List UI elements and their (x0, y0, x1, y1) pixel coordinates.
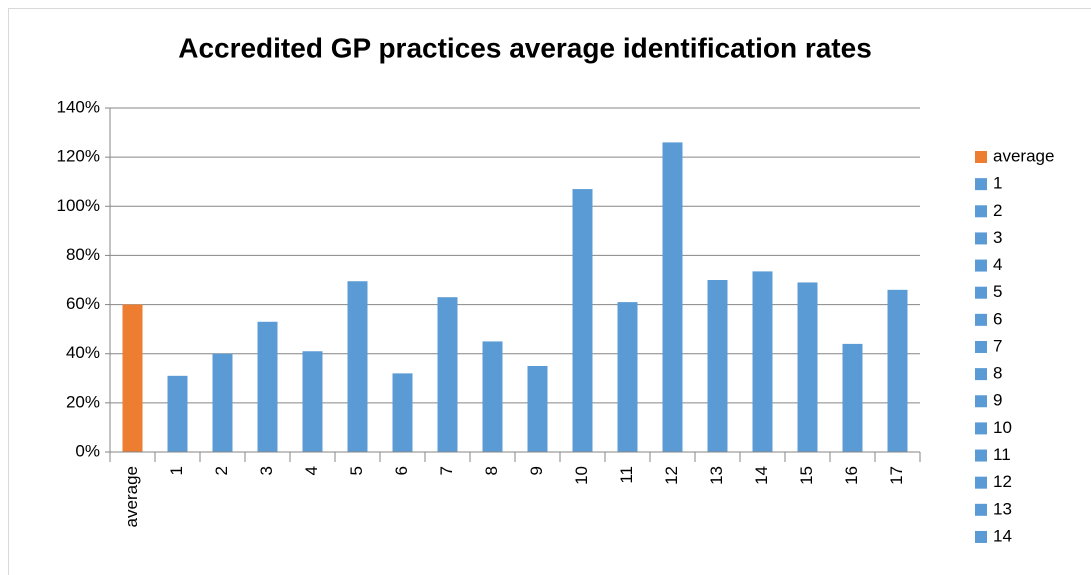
y-tick-label: 20% (66, 392, 100, 411)
bar (392, 373, 413, 452)
legend-label: 8 (993, 364, 1002, 383)
x-tick-label: 17 (887, 466, 906, 485)
bar (752, 271, 773, 452)
legend-swatch (975, 259, 987, 272)
x-tick-label: 6 (392, 466, 411, 475)
x-tick-label: 15 (797, 466, 816, 485)
x-tick-label: 7 (437, 466, 456, 475)
x-tick-label: 14 (752, 466, 771, 485)
legend-swatch (975, 205, 987, 218)
x-tick-label: 3 (257, 466, 276, 475)
x-tick-label: 1 (167, 466, 186, 475)
bar (437, 297, 458, 452)
legend-label: 9 (993, 391, 1002, 410)
x-tick-label: 9 (527, 466, 546, 475)
bar (527, 366, 548, 452)
legend-label: 13 (993, 499, 1012, 518)
legend-swatch (975, 530, 987, 543)
bar (257, 321, 278, 452)
x-tick-label: average (122, 466, 141, 527)
bar (572, 189, 593, 453)
legend-label: 4 (993, 255, 1002, 274)
bar (122, 304, 143, 452)
legend-label: 12 (993, 472, 1012, 491)
legend-swatch (975, 395, 987, 408)
legend-swatch (975, 178, 987, 191)
legend-label: 6 (993, 309, 1002, 328)
legend-label: 14 (993, 526, 1012, 545)
y-tick-label: 80% (66, 245, 100, 264)
y-tick-label: 140% (57, 97, 100, 116)
x-tick-label: 8 (482, 466, 501, 475)
bar (617, 302, 638, 452)
legend-swatch (975, 422, 987, 435)
x-tick-label: 10 (572, 466, 591, 485)
legend-swatch (975, 368, 987, 381)
legend-label: 10 (993, 418, 1012, 437)
bar (842, 343, 863, 452)
legend-swatch (975, 313, 987, 326)
bar (797, 282, 818, 452)
legend-label: 11 (993, 445, 1011, 464)
legend-label: 1 (993, 174, 1002, 193)
legend-swatch (975, 286, 987, 299)
chart-title: Accredited GP practices average identifi… (178, 32, 872, 63)
y-tick-label: 60% (66, 294, 100, 313)
legend-swatch (975, 232, 987, 245)
bar (347, 281, 368, 452)
bar (707, 280, 728, 452)
legend-swatch (975, 449, 987, 462)
legend-swatch (975, 503, 987, 516)
legend-swatch (975, 151, 987, 163)
bar (212, 353, 233, 452)
chart-border (8, 8, 1091, 575)
legend-label: 7 (993, 336, 1002, 355)
bar (167, 375, 188, 452)
bar (302, 351, 323, 452)
bar (482, 341, 503, 452)
x-tick-label: 12 (662, 466, 681, 485)
x-tick-label: 13 (707, 466, 726, 485)
legend-swatch (975, 476, 987, 489)
y-tick-label: 100% (57, 196, 100, 215)
x-tick-label: 11 (617, 466, 636, 484)
x-tick-label: 5 (347, 466, 366, 475)
x-tick-label: 16 (842, 466, 861, 485)
legend-swatch (975, 340, 987, 353)
y-tick-label: 120% (57, 147, 100, 166)
legend-label: average (993, 146, 1054, 165)
bar (662, 142, 683, 452)
x-tick-label: 2 (212, 466, 231, 475)
legend-label: 5 (993, 282, 1002, 301)
legend-label: 2 (993, 201, 1002, 220)
y-tick-label: 0% (75, 441, 100, 460)
legend-label: 3 (993, 228, 1002, 247)
x-tick-label: 4 (302, 466, 321, 475)
bar (887, 289, 908, 452)
y-tick-label: 40% (66, 343, 100, 362)
